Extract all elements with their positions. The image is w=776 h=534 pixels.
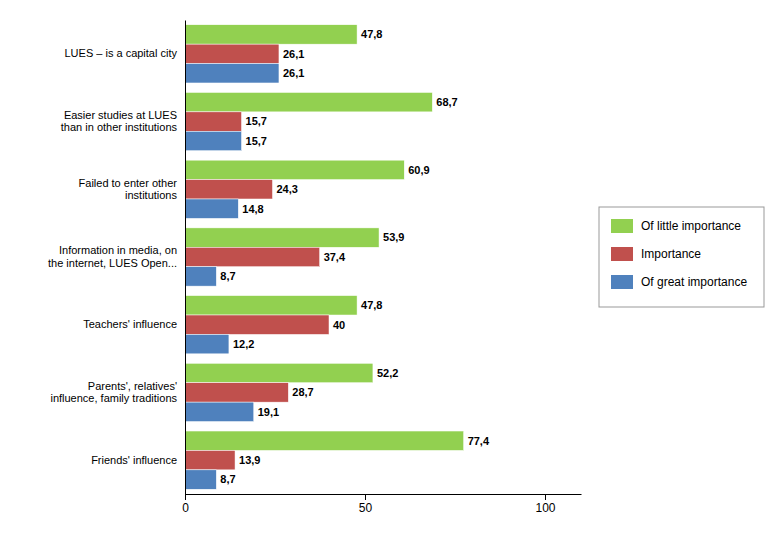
bar xyxy=(185,334,229,353)
data-label: 47,8 xyxy=(361,299,382,311)
y-tick-label: Easier studies at LUESthan in other inst… xyxy=(61,109,178,133)
data-label: 77,4 xyxy=(468,435,490,447)
legend-label: Importance xyxy=(641,247,701,261)
y-tick-label-line: Teachers' influence xyxy=(83,318,177,330)
bar xyxy=(185,112,242,131)
data-label: 19,1 xyxy=(258,406,279,418)
legend-frame xyxy=(599,207,764,307)
data-label: 13,9 xyxy=(239,454,260,466)
x-tick-label: 50 xyxy=(359,501,373,515)
legend: Of little importance Importance Of great i… xyxy=(599,207,764,307)
bar xyxy=(185,383,288,402)
x-axis-line xyxy=(186,494,582,495)
legend-label: Of little importance xyxy=(641,219,741,233)
x-tick-label: 0 xyxy=(182,501,189,515)
legend-swatch xyxy=(611,219,633,233)
legend-item: Importance xyxy=(611,247,701,261)
bar xyxy=(185,315,329,334)
bar xyxy=(185,267,216,286)
bar xyxy=(185,199,238,218)
bar xyxy=(185,160,404,179)
data-label: 28,7 xyxy=(292,386,313,398)
data-label: 26,1 xyxy=(283,67,304,79)
x-tick: 100 xyxy=(535,494,555,515)
y-tick-label-line: than in other institutions xyxy=(61,121,178,133)
bar xyxy=(185,44,279,63)
y-tick-label: Failed to enter otherinstitutions xyxy=(79,177,178,201)
x-tick: 50 xyxy=(359,494,373,515)
bars xyxy=(185,25,464,490)
legend-item: Of little importance xyxy=(611,219,741,233)
bar xyxy=(185,247,320,266)
y-tick-label-line: Parents', relatives' xyxy=(88,380,177,392)
legend-label: Of great importance xyxy=(641,275,747,289)
legend-swatch xyxy=(611,275,633,289)
bar xyxy=(185,92,432,111)
data-label: 15,7 xyxy=(246,135,267,147)
x-axis: 0 50 100 xyxy=(182,494,581,515)
y-tick-label: Parents', relatives'influence, family tr… xyxy=(50,380,177,404)
y-tick: Failed to enter otherinstitutions xyxy=(79,177,185,201)
y-tick: Parents', relatives'influence, family tr… xyxy=(50,380,185,404)
bar xyxy=(185,131,242,150)
x-tick-mark xyxy=(365,494,366,500)
data-label: 12,2 xyxy=(233,338,254,350)
data-label: 68,7 xyxy=(436,96,457,108)
y-tick: Teachers' influence xyxy=(83,318,185,330)
y-tick-label: Teachers' influence xyxy=(83,318,177,330)
y-tick-label: LUES – is a capital city xyxy=(65,47,178,59)
x-tick-mark xyxy=(185,494,186,500)
legend-item: Of great importance xyxy=(611,275,747,289)
y-tick: Friends' influence xyxy=(91,454,185,466)
y-tick: Information in media, onthe internet, LU… xyxy=(48,244,185,268)
bar xyxy=(185,64,279,83)
data-label: 47,8 xyxy=(361,28,382,40)
bar xyxy=(185,363,373,382)
y-tick-label-line: Information in media, on xyxy=(59,244,177,256)
bar xyxy=(185,450,235,469)
bar xyxy=(185,431,464,450)
data-label: 52,2 xyxy=(377,367,398,379)
data-label: 15,7 xyxy=(246,115,267,127)
bar xyxy=(185,402,254,421)
data-label: 37,4 xyxy=(324,251,346,263)
data-label: 8,7 xyxy=(220,473,235,485)
data-label: 40 xyxy=(333,319,345,331)
y-tick-label-line: Friends' influence xyxy=(91,454,177,466)
data-labels: 77,4 52,2 47,8 53,9 60,9 68,7 47,8 13,9 28,7 40 37… xyxy=(220,28,490,485)
x-tick: 0 xyxy=(182,494,189,515)
y-axis: Friends' influenceParents', relatives'in… xyxy=(48,21,186,495)
y-tick-label-line: the internet, LUES Open... xyxy=(48,257,177,269)
legend-swatch xyxy=(611,247,633,261)
x-tick-label: 100 xyxy=(535,501,555,515)
x-tick-mark xyxy=(545,494,546,500)
bar xyxy=(185,470,216,489)
y-axis-line xyxy=(185,21,186,495)
bar xyxy=(185,228,379,247)
data-label: 8,7 xyxy=(220,270,235,282)
y-tick-label: Friends' influence xyxy=(91,454,177,466)
data-label: 53,9 xyxy=(383,231,404,243)
bar xyxy=(185,25,357,44)
y-tick-label-line: influence, family traditions xyxy=(50,392,177,404)
y-tick-label: Information in media, onthe internet, LU… xyxy=(48,244,177,268)
plot: 0 50 100 Friends' influence Parents', relati… xyxy=(48,21,582,515)
bar xyxy=(185,296,357,315)
y-tick-label-line: Easier studies at LUES xyxy=(64,109,177,121)
data-label: 24,3 xyxy=(276,183,297,195)
y-tick: LUES – is a capital city xyxy=(65,47,186,59)
y-tick-label-line: LUES – is a capital city xyxy=(65,47,178,59)
bar xyxy=(185,180,272,199)
data-label: 26,1 xyxy=(283,48,304,60)
y-tick: Easier studies at LUESthan in other inst… xyxy=(61,109,185,133)
chart: 0 50 100 Friends' influence Parents', relati… xyxy=(0,0,776,534)
data-label: 14,8 xyxy=(242,203,263,215)
y-tick-label-line: Failed to enter other xyxy=(79,177,178,189)
data-label: 60,9 xyxy=(408,164,429,176)
y-tick-label-line: institutions xyxy=(125,189,177,201)
